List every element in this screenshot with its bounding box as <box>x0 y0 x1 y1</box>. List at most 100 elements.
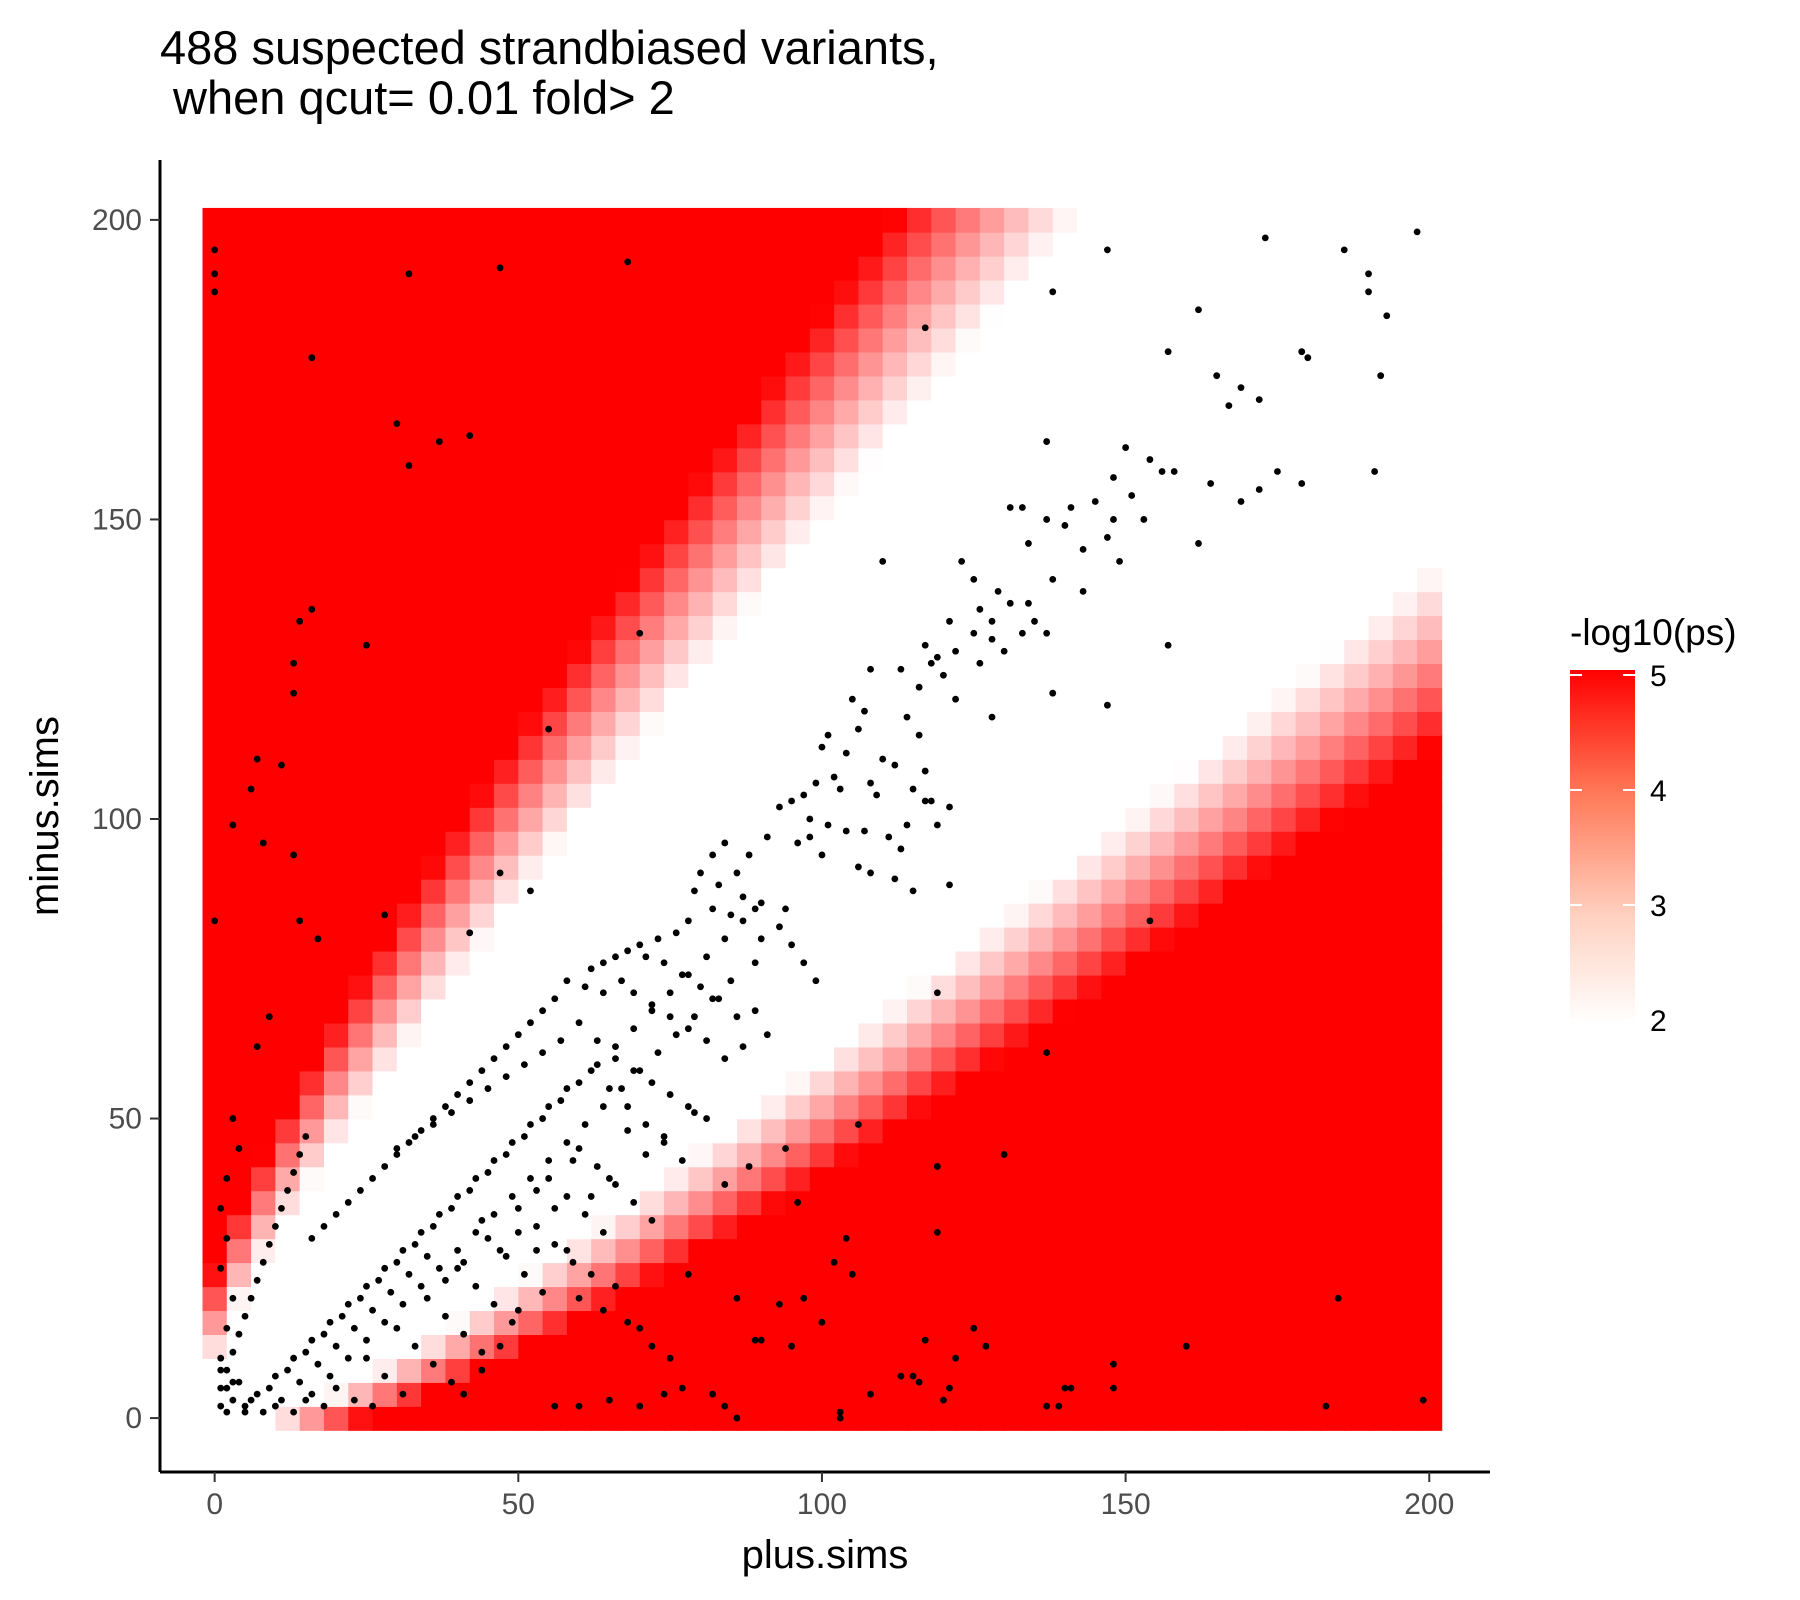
heat-tile <box>1052 735 1078 760</box>
heat-tile <box>372 687 398 712</box>
heat-tile <box>1077 615 1103 641</box>
data-point <box>448 1205 455 1212</box>
heat-tile <box>1222 1406 1248 1431</box>
heat-tile <box>202 1070 228 1096</box>
heat-tile <box>421 998 447 1024</box>
heat-tile <box>664 1382 690 1407</box>
heat-tile <box>1222 1022 1248 1048</box>
data-point <box>684 1270 692 1278</box>
heat-tile <box>226 543 252 569</box>
heat-tile <box>858 351 884 377</box>
data-point <box>776 1300 783 1308</box>
heat-tile <box>226 974 252 1000</box>
heat-tile <box>1247 207 1273 233</box>
heat-tile <box>809 902 835 928</box>
heat-tile <box>1319 327 1346 353</box>
heat-tile <box>906 399 933 425</box>
data-point <box>599 959 607 967</box>
heat-tile <box>396 1310 422 1336</box>
heat-tile <box>1004 902 1030 928</box>
heat-tile <box>396 1214 422 1240</box>
heat-tile <box>323 1118 350 1144</box>
heat-tile <box>834 1022 860 1048</box>
heat-tile <box>1077 1406 1103 1431</box>
data-point <box>593 1163 601 1170</box>
heat-tile <box>1077 878 1103 904</box>
heat-tile <box>882 1214 908 1240</box>
heat-tile <box>761 591 787 617</box>
heat-tile <box>275 926 301 952</box>
heat-tile <box>542 423 568 449</box>
heat-tile <box>688 615 714 641</box>
heat-tile <box>299 878 325 904</box>
heat-tile <box>518 399 544 425</box>
heat-tile <box>275 1142 301 1168</box>
data-point <box>1146 917 1154 925</box>
heat-tile <box>1125 1118 1151 1144</box>
heat-tile <box>542 998 568 1024</box>
heat-tile <box>1368 926 1394 952</box>
heat-tile <box>469 255 495 281</box>
heat-tile <box>494 735 520 760</box>
heat-tile <box>955 807 981 832</box>
heat-tile <box>761 663 787 688</box>
heat-tile <box>1052 807 1078 832</box>
data-point <box>636 1324 644 1332</box>
heat-tile <box>882 783 908 808</box>
heat-tile <box>931 1262 957 1288</box>
data-point <box>253 1276 261 1284</box>
heat-tile <box>809 1286 835 1312</box>
heat-tile <box>809 447 835 473</box>
heat-tile <box>1417 447 1443 473</box>
heat-tile <box>858 711 884 736</box>
heat-tile <box>785 1118 811 1144</box>
heat-tile <box>688 327 714 353</box>
heat-tile <box>518 615 544 641</box>
heat-tile <box>518 974 544 1000</box>
heat-tile <box>494 1166 520 1192</box>
heat-tile <box>858 974 884 1000</box>
heat-tile <box>226 639 252 665</box>
heat-tile <box>1198 1190 1224 1216</box>
heat-tile <box>688 1334 714 1359</box>
heat-tile <box>494 1214 520 1240</box>
heat-tile <box>421 687 447 712</box>
heat-tile <box>615 375 641 401</box>
heat-tile <box>445 519 471 545</box>
heat-tile <box>1295 735 1321 760</box>
heat-tile <box>542 351 568 377</box>
heat-tile <box>639 783 665 808</box>
heat-tile <box>664 1262 690 1288</box>
heat-tile <box>979 471 1005 497</box>
heat-tile <box>445 663 471 688</box>
heat-tile <box>299 303 325 329</box>
heat-tile <box>542 1406 568 1431</box>
heat-tile <box>251 1214 277 1240</box>
heat-tile <box>1052 1310 1078 1336</box>
heat-tile <box>421 495 447 521</box>
heat-tile <box>809 950 835 976</box>
heat-tile <box>542 615 568 641</box>
heat-tile <box>566 926 592 952</box>
heat-tile <box>906 1022 933 1048</box>
data-point <box>344 1300 352 1308</box>
heat-tile <box>906 1406 933 1431</box>
data-point <box>320 1222 328 1230</box>
heat-tile <box>1028 543 1054 569</box>
heat-tile <box>688 399 714 425</box>
heat-tile <box>906 231 933 257</box>
heat-tile <box>275 687 301 712</box>
heat-tile <box>1052 543 1078 569</box>
heat-tile <box>1198 543 1224 569</box>
heat-tile <box>1247 1118 1273 1144</box>
heat-tile <box>202 375 228 401</box>
data-point <box>308 605 316 613</box>
heat-tile <box>858 1094 884 1120</box>
heat-tile <box>955 1310 981 1336</box>
heat-tile <box>372 1022 398 1048</box>
heat-tile <box>639 1262 665 1288</box>
heat-tile <box>202 471 228 497</box>
heat-tile <box>931 303 957 329</box>
heat-tile <box>1392 878 1418 904</box>
heat-tile <box>1149 878 1176 904</box>
